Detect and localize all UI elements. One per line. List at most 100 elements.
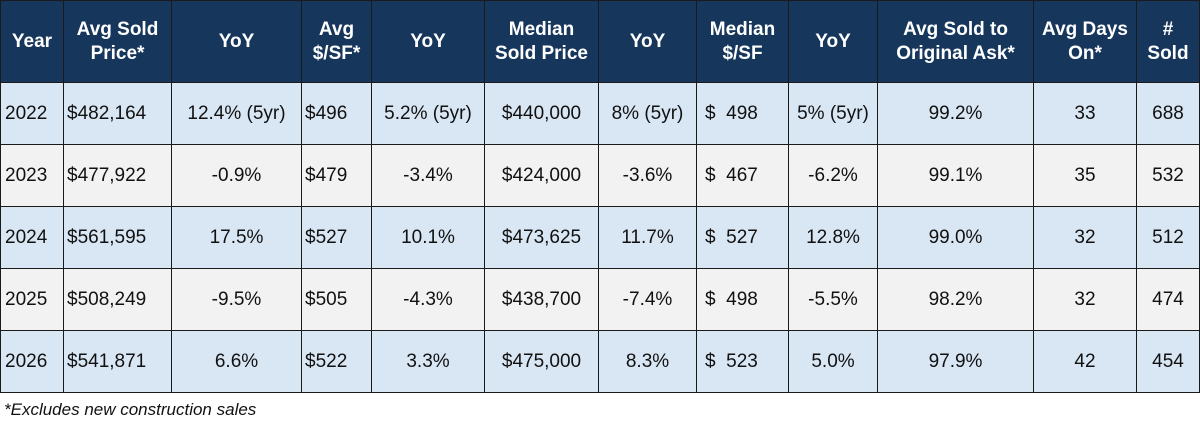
header-yoy: YoY — [171, 0, 302, 83]
header-line: Avg Days — [1042, 18, 1128, 40]
header-yoy: YoY — [371, 0, 485, 83]
cell-num-sold: 474 — [1136, 268, 1200, 331]
cell-yoy: -3.6% — [598, 144, 697, 207]
cell-sold-to-ask: 98.2% — [877, 268, 1034, 331]
cell-avg-per-sf: $527 — [301, 206, 372, 269]
cell-avg-days-on: 32 — [1033, 206, 1137, 269]
cell-year: 2025 — [0, 268, 64, 331]
header-line: YoY — [410, 30, 446, 52]
header-median-per-sf: Median $/SF — [696, 0, 789, 83]
cell-year: 2023 — [0, 144, 64, 207]
cell-year: 2026 — [0, 330, 64, 393]
cell-avg-sold-price: $561,595 — [63, 206, 172, 269]
table-header: Year Avg Sold Price* YoY Avg $/SF* YoY M… — [0, 0, 1200, 83]
cell-avg-sold-price: $508,249 — [63, 268, 172, 331]
cell-sold-to-ask: 97.9% — [877, 330, 1034, 393]
cell-median-sold-price: $438,700 — [484, 268, 599, 331]
cell-num-sold: 532 — [1136, 144, 1200, 207]
cell-avg-days-on: 35 — [1033, 144, 1137, 207]
header-avg-per-sf: Avg $/SF* — [301, 0, 372, 83]
cell-yoy: -9.5% — [171, 268, 302, 331]
cell-yoy: 10.1% — [371, 206, 485, 269]
header-line: Original Ask* — [896, 42, 1015, 64]
header-line: Year — [11, 30, 53, 52]
header-line: Avg — [318, 18, 355, 40]
cell-avg-days-on: 33 — [1033, 82, 1137, 145]
header-line: Sold Price — [495, 42, 588, 64]
header-line: YoY — [629, 30, 666, 52]
header-line: Median — [709, 18, 776, 40]
table-row: 2023 $477,922 -0.9% $479 -3.4% $424,000 … — [0, 144, 1200, 207]
cell-yoy: 8.3% — [598, 330, 697, 393]
header-avg-days-on: Avg Days On* — [1033, 0, 1137, 83]
cell-yoy: -6.2% — [788, 144, 878, 207]
header-line: # — [1162, 18, 1174, 40]
header-line: Sold — [1147, 42, 1189, 64]
cell-avg-days-on: 42 — [1033, 330, 1137, 393]
table-row: 2025 $508,249 -9.5% $505 -4.3% $438,700 … — [0, 268, 1200, 331]
cell-median-sold-price: $475,000 — [484, 330, 599, 393]
housing-stats-table: Year Avg Sold Price* YoY Avg $/SF* YoY M… — [0, 0, 1200, 393]
header-line: Median — [508, 18, 575, 40]
cell-avg-per-sf: $496 — [301, 82, 372, 145]
cell-yoy: -5.5% — [788, 268, 878, 331]
cell-num-sold: 454 — [1136, 330, 1200, 393]
header-line: $/SF — [722, 42, 763, 64]
cell-sold-to-ask: 99.0% — [877, 206, 1034, 269]
cell-num-sold: 688 — [1136, 82, 1200, 145]
cell-avg-per-sf: $522 — [301, 330, 372, 393]
cell-year: 2022 — [0, 82, 64, 145]
header-median-sold-price: Median Sold Price — [484, 0, 599, 83]
header-year: Year — [0, 0, 64, 83]
cell-median-per-sf: $ 498 — [696, 82, 789, 145]
footnote: *Excludes new construction sales — [4, 400, 257, 419]
header-line: $/SF* — [312, 42, 361, 64]
cell-avg-per-sf: $479 — [301, 144, 372, 207]
cell-median-per-sf: $ 523 — [696, 330, 789, 393]
header-line: Price* — [90, 42, 145, 64]
cell-sold-to-ask: 99.2% — [877, 82, 1034, 145]
header-line: YoY — [218, 30, 255, 52]
cell-yoy: -4.3% — [371, 268, 485, 331]
header-row: Year Avg Sold Price* YoY Avg $/SF* YoY M… — [0, 0, 1200, 83]
header-yoy: YoY — [598, 0, 697, 83]
cell-yoy: 17.5% — [171, 206, 302, 269]
cell-median-sold-price: $473,625 — [484, 206, 599, 269]
cell-median-sold-price: $440,000 — [484, 82, 599, 145]
cell-yoy: 12.4% (5yr) — [171, 82, 302, 145]
cell-avg-sold-price: $477,922 — [63, 144, 172, 207]
cell-median-per-sf: $ 467 — [696, 144, 789, 207]
cell-yoy: 3.3% — [371, 330, 485, 393]
cell-yoy: 5% (5yr) — [788, 82, 878, 145]
cell-avg-days-on: 32 — [1033, 268, 1137, 331]
cell-yoy: 11.7% — [598, 206, 697, 269]
header-line: Avg Sold to — [903, 18, 1008, 40]
header-yoy: YoY — [788, 0, 878, 83]
cell-sold-to-ask: 99.1% — [877, 144, 1034, 207]
cell-num-sold: 512 — [1136, 206, 1200, 269]
cell-year: 2024 — [0, 206, 64, 269]
cell-yoy: -7.4% — [598, 268, 697, 331]
table-body: 2022 $482,164 12.4% (5yr) $496 5.2% (5yr… — [0, 82, 1200, 393]
cell-median-per-sf: $ 527 — [696, 206, 789, 269]
cell-yoy: -3.4% — [371, 144, 485, 207]
cell-avg-sold-price: $541,871 — [63, 330, 172, 393]
cell-median-per-sf: $ 498 — [696, 268, 789, 331]
table-row: 2024 $561,595 17.5% $527 10.1% $473,625 … — [0, 206, 1200, 269]
header-line: YoY — [815, 30, 851, 52]
header-line: On* — [1068, 42, 1102, 64]
cell-yoy: 8% (5yr) — [598, 82, 697, 145]
header-line: Avg Sold — [76, 18, 159, 40]
cell-avg-per-sf: $505 — [301, 268, 372, 331]
table-row: 2022 $482,164 12.4% (5yr) $496 5.2% (5yr… — [0, 82, 1200, 145]
cell-yoy: -0.9% — [171, 144, 302, 207]
cell-yoy: 12.8% — [788, 206, 878, 269]
header-sold-to-ask: Avg Sold to Original Ask* — [877, 0, 1034, 83]
cell-yoy: 5.0% — [788, 330, 878, 393]
table-row: 2026 $541,871 6.6% $522 3.3% $475,000 8.… — [0, 330, 1200, 393]
header-num-sold: # Sold — [1136, 0, 1200, 83]
cell-yoy: 5.2% (5yr) — [371, 82, 485, 145]
cell-yoy: 6.6% — [171, 330, 302, 393]
cell-median-sold-price: $424,000 — [484, 144, 599, 207]
cell-avg-sold-price: $482,164 — [63, 82, 172, 145]
